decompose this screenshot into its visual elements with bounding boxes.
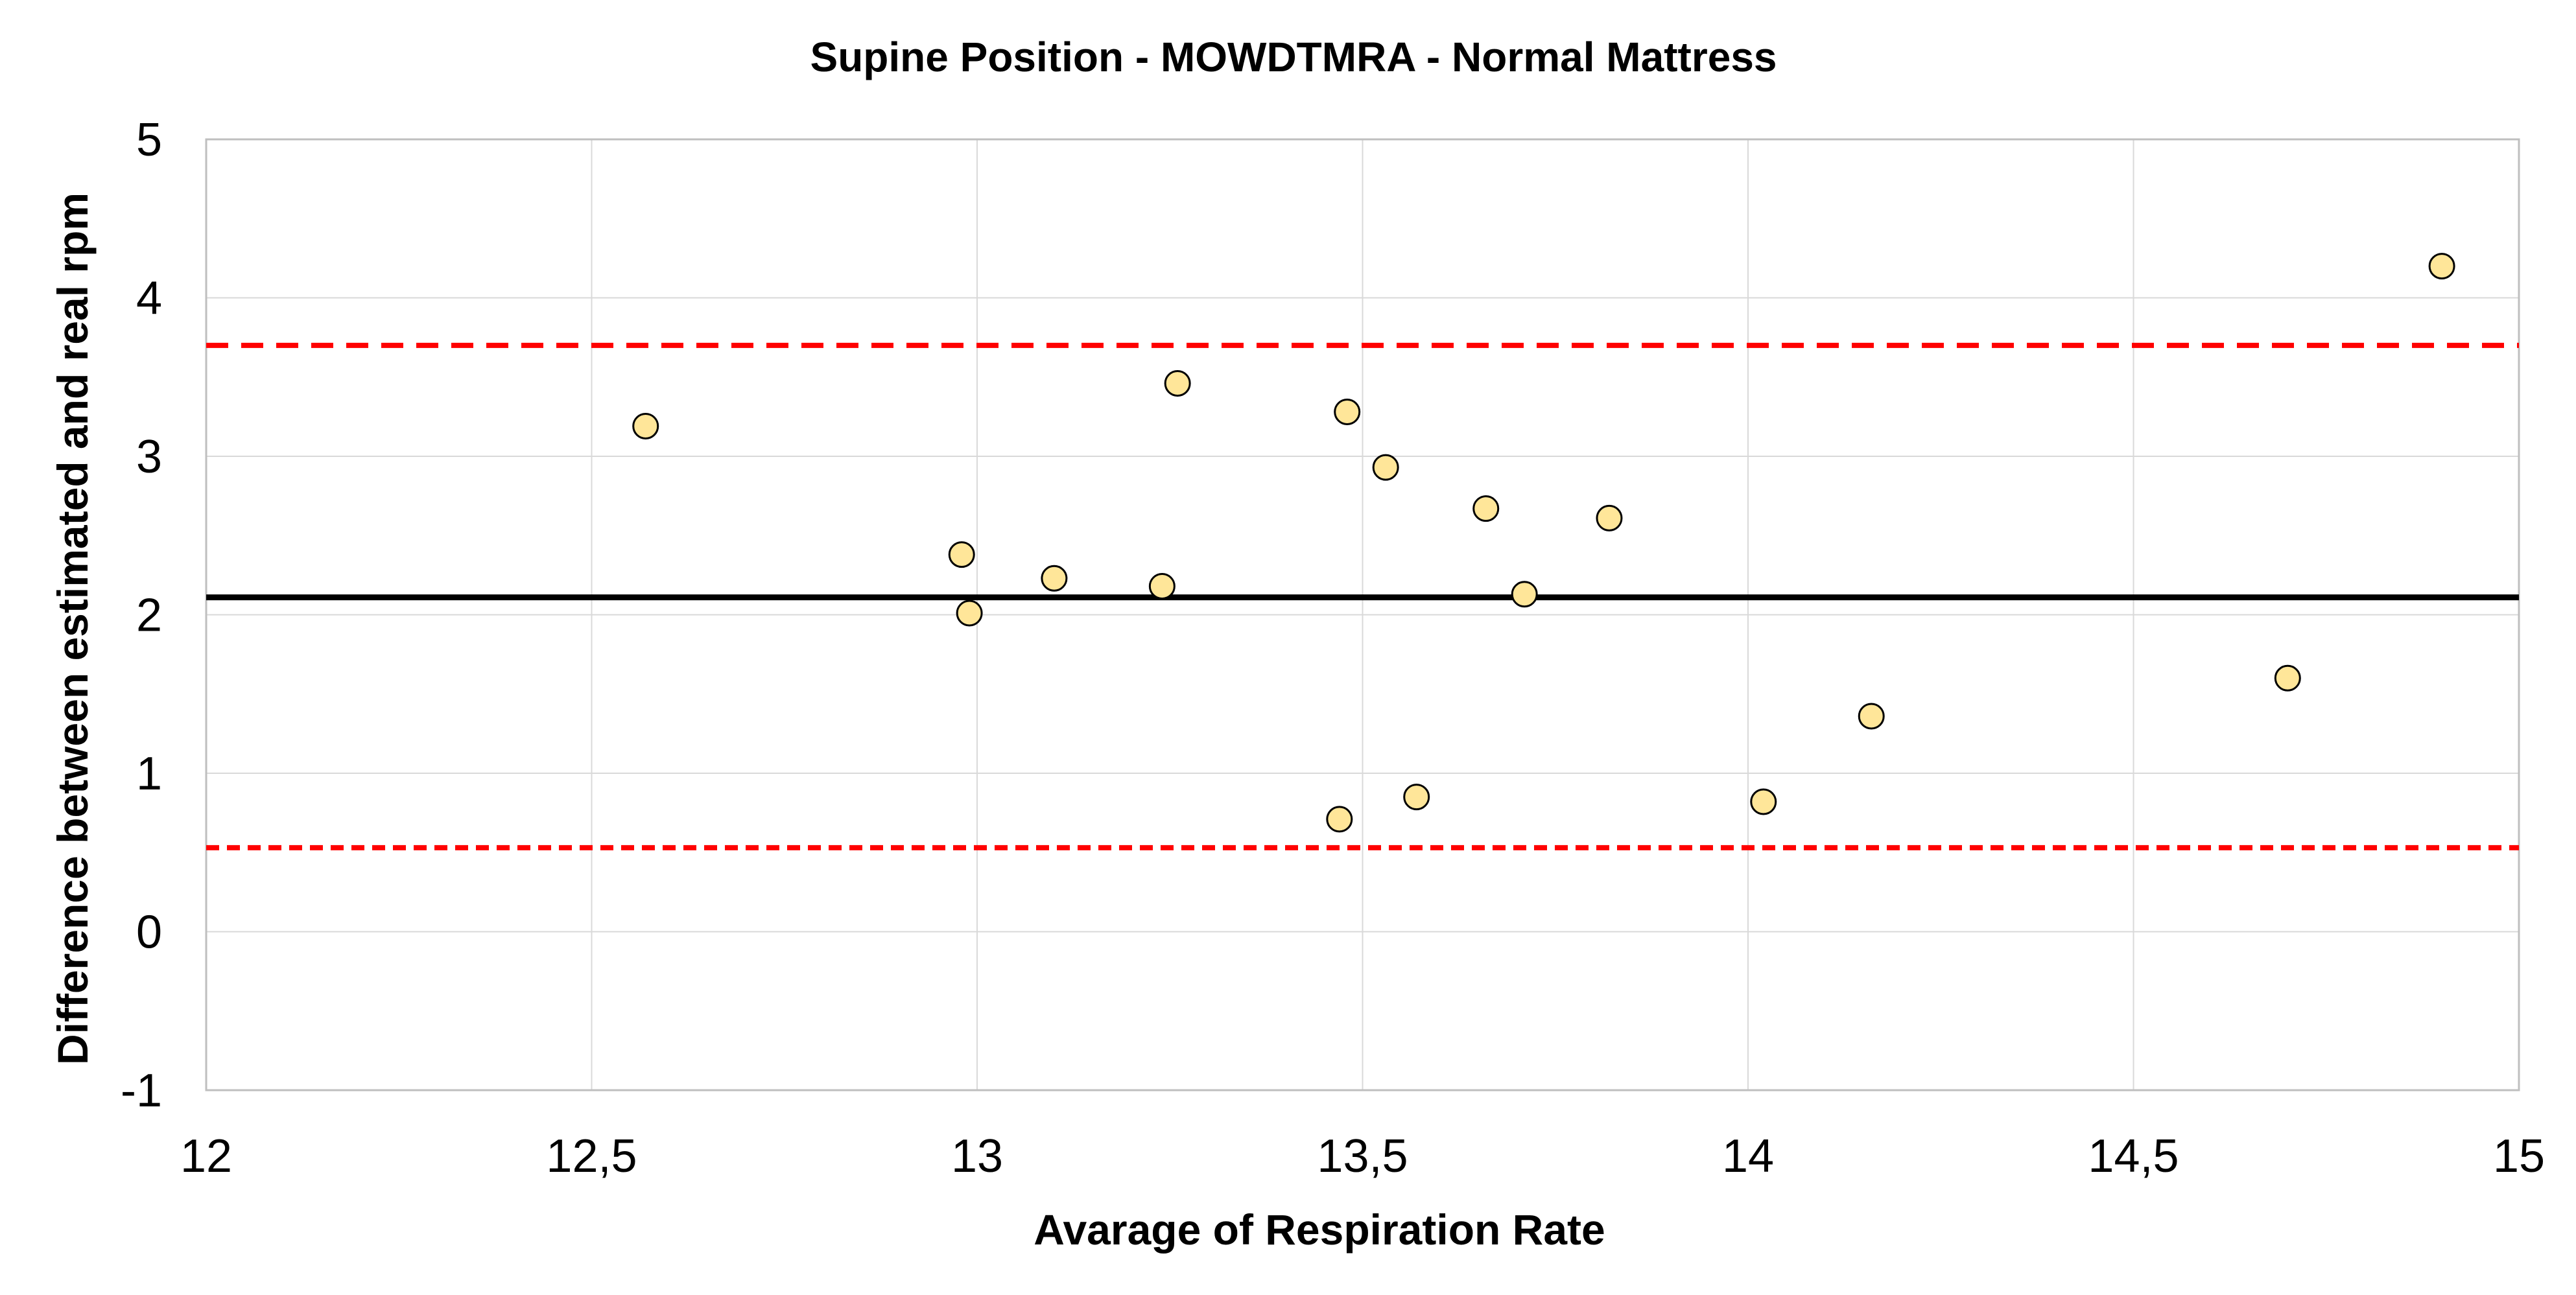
- data-point: [1148, 572, 1176, 600]
- data-point: [632, 413, 659, 440]
- x-tick-label: 12: [180, 1130, 232, 1182]
- y-tick-label: -1: [121, 1065, 162, 1117]
- y-tick-label: 4: [136, 273, 162, 325]
- data-point: [1334, 399, 1361, 426]
- data-point: [948, 541, 975, 568]
- chart-title: Supine Position - MOWDTMRA - Normal Matt…: [810, 34, 1777, 80]
- y-tick-label: 0: [136, 907, 162, 959]
- data-point: [2274, 664, 2301, 692]
- data-point: [1472, 495, 1500, 522]
- y-axis-label: Difference between estimated and real rp…: [49, 192, 97, 1065]
- data-point: [1372, 454, 1399, 481]
- y-tick-label: 2: [136, 590, 162, 642]
- data-point: [1511, 581, 1538, 608]
- data-point: [1858, 703, 1885, 730]
- y-tick-label: 3: [136, 431, 162, 483]
- y-tick-label: 1: [136, 748, 162, 800]
- y-tick-label: 5: [136, 114, 162, 166]
- x-tick-label: 14: [1722, 1130, 1774, 1182]
- data-points: [632, 253, 2455, 833]
- data-point: [1750, 788, 1777, 815]
- data-point: [2428, 253, 2455, 280]
- x-tick-label: 14,5: [2088, 1130, 2179, 1182]
- grid-lines: [206, 139, 2520, 1091]
- data-point: [1164, 370, 1191, 397]
- plot-frame: [205, 138, 2520, 1091]
- data-point: [956, 600, 983, 627]
- data-point: [1041, 565, 1068, 592]
- data-point: [1596, 504, 1623, 531]
- data-point: [1403, 784, 1430, 811]
- x-tick-label: 15: [2493, 1130, 2545, 1182]
- x-tick-label: 12,5: [546, 1130, 637, 1182]
- x-tick-label: 13: [951, 1130, 1003, 1182]
- data-point: [1326, 806, 1353, 833]
- x-axis-label: Avarage of Respiration Rate: [1034, 1206, 1605, 1254]
- x-tick-label: 13,5: [1317, 1130, 1408, 1182]
- reference-lines: [206, 342, 2519, 850]
